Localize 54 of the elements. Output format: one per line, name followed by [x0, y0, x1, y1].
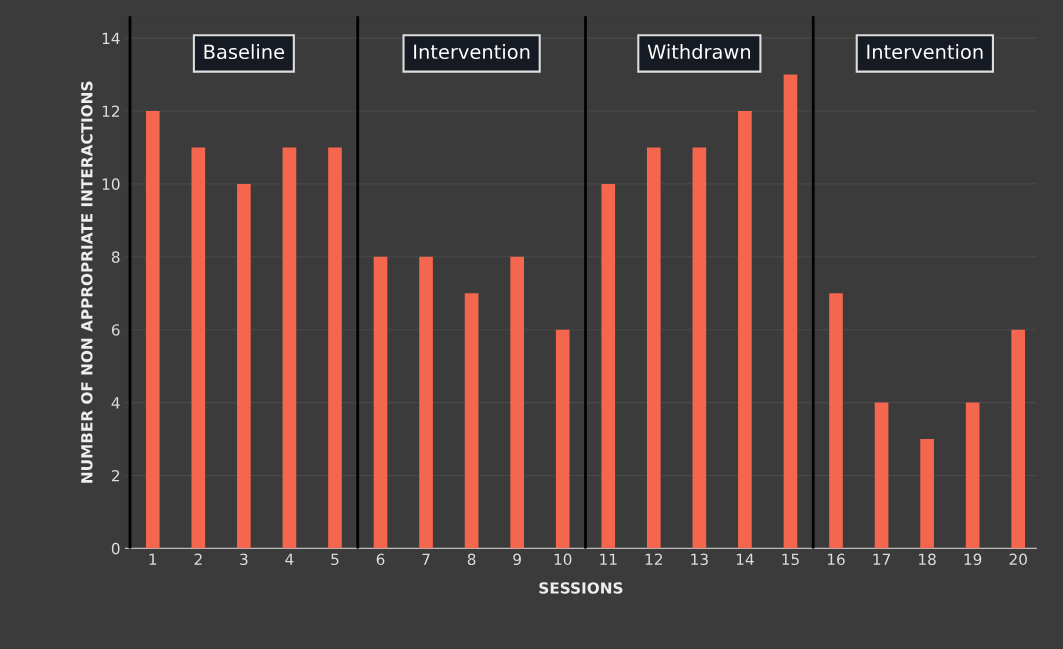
- y-tick-label: 10: [102, 178, 120, 190]
- annotation: Intervention: [867, 44, 983, 60]
- bar: [328, 147, 342, 549]
- bar: [738, 111, 752, 549]
- bar: [692, 147, 707, 549]
- x-tick-label: 11: [600, 553, 617, 565]
- bar: [920, 439, 934, 549]
- bar: [829, 293, 843, 549]
- y-axis-title: NUMBER OF NON APPROPRIATE INTERACTIONS: [81, 81, 93, 483]
- x-tick-label: 15: [782, 553, 799, 566]
- bar: [191, 147, 206, 549]
- bar: [373, 256, 388, 549]
- x-tick-label: 18: [919, 553, 936, 566]
- bar: [419, 256, 433, 549]
- x-tick-label: 2: [194, 553, 202, 565]
- bar: [282, 147, 297, 549]
- x-tick-label: 7: [422, 553, 430, 565]
- x-tick-label: 4: [285, 553, 294, 565]
- y-tick-label: 14: [102, 32, 120, 44]
- bar: [555, 329, 570, 549]
- x-tick-label: 17: [873, 553, 890, 565]
- bar: [965, 402, 980, 549]
- x-tick-label: 1: [149, 553, 157, 565]
- bar: [237, 183, 251, 549]
- y-tick-label: 8: [111, 251, 120, 263]
- x-tick-label: 20: [1009, 553, 1027, 566]
- y-tick-label: 6: [111, 324, 120, 336]
- bar: [646, 147, 661, 549]
- bar: [510, 256, 524, 549]
- y-tick-label: 2: [111, 469, 120, 482]
- bar: [783, 74, 798, 549]
- x-tick-label: 14: [736, 553, 754, 565]
- x-tick-label: 19: [964, 553, 982, 566]
- x-tick-label: 9: [513, 553, 521, 566]
- y-tick-label: 0: [111, 542, 120, 555]
- bar: [464, 293, 479, 549]
- annotation: Intervention: [414, 44, 530, 60]
- x-tick-label: 12: [645, 553, 662, 565]
- bar: [145, 111, 160, 549]
- bar: [601, 183, 616, 549]
- y-tick-label: 4: [111, 397, 120, 409]
- x-tick-label: 5: [331, 553, 339, 566]
- annotation: Withdrawn: [647, 44, 751, 60]
- bar: [874, 402, 889, 549]
- y-tick-label: 12: [102, 105, 120, 117]
- annotation: Baseline: [204, 44, 285, 60]
- x-tick-label: 6: [376, 553, 385, 566]
- x-axis-title: SESSIONS: [539, 582, 623, 594]
- x-tick-label: 8: [467, 553, 476, 566]
- bar: [1011, 329, 1026, 549]
- x-tick-label: 16: [827, 553, 845, 566]
- x-tick-label: 13: [691, 553, 708, 566]
- x-tick-label: 3: [240, 553, 248, 566]
- x-tick-label: 10: [554, 553, 572, 566]
